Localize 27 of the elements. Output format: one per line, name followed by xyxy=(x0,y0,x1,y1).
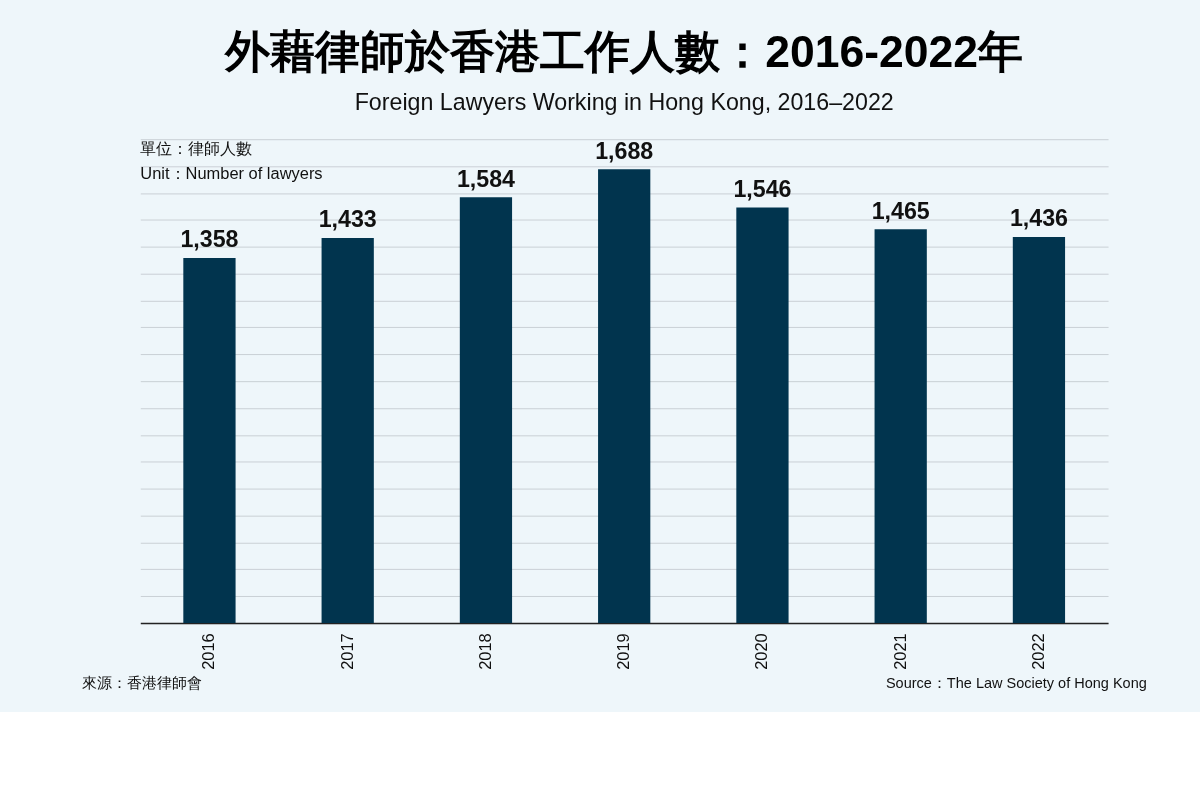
x-tick-label: 2018 xyxy=(475,633,494,670)
bar xyxy=(598,169,651,624)
x-tick-label: 2022 xyxy=(1028,633,1047,670)
x-tick-label: 2020 xyxy=(752,633,771,670)
bar xyxy=(736,207,789,624)
bar xyxy=(874,229,927,624)
text: 來源：香港律師會 xyxy=(82,674,203,691)
x-tick-label: 2017 xyxy=(337,633,356,670)
bar xyxy=(1012,237,1066,624)
source-note: Source：The Law Society of Hong Kong xyxy=(885,674,1147,691)
chart-subtitle: Foreign Lawyers Working in Hong Kong, 2016–2022 xyxy=(354,89,894,116)
bar xyxy=(321,237,374,624)
data-label: 1,584 xyxy=(456,165,516,192)
data-label: 1,433 xyxy=(318,206,377,233)
annotation: Unit：Number of lawyers xyxy=(140,163,323,182)
data-label: 1,436 xyxy=(1009,205,1069,232)
bar xyxy=(183,258,236,624)
data-label: 1,688 xyxy=(595,137,654,164)
data-label: 1,358 xyxy=(180,226,239,253)
x-tick-label: 2021 xyxy=(890,633,909,670)
bar xyxy=(459,197,513,624)
data-label: 1,465 xyxy=(871,197,930,224)
x-tick-label: 2016 xyxy=(199,633,218,670)
text: 單位：律師人數 xyxy=(140,138,253,157)
chart-title: 外藉律師於香港工作人數：2016-2022年 xyxy=(223,26,1024,76)
x-tick-label: 2019 xyxy=(614,633,633,670)
data-label: 1,546 xyxy=(733,175,792,202)
